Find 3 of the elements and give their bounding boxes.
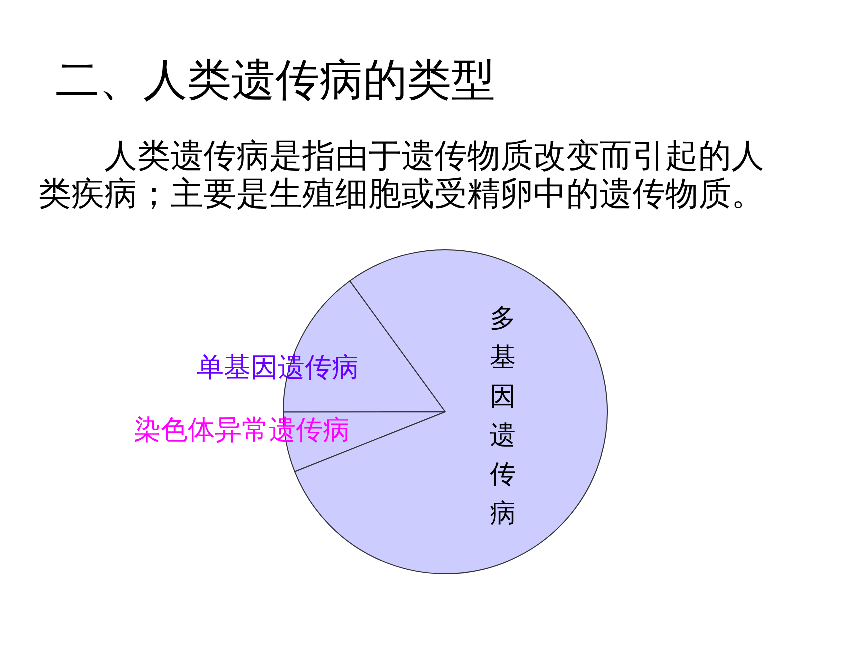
slice-label: 多基因遗传病: [490, 304, 516, 530]
chart-subtitle: 人类遗传病是指由于遗传物质改变而引起的人类疾病；主要是生殖细胞或受精卵中的遗传物质。: [38, 136, 764, 213]
chart-title: 二、人类遗传病的类型: [56, 55, 496, 106]
